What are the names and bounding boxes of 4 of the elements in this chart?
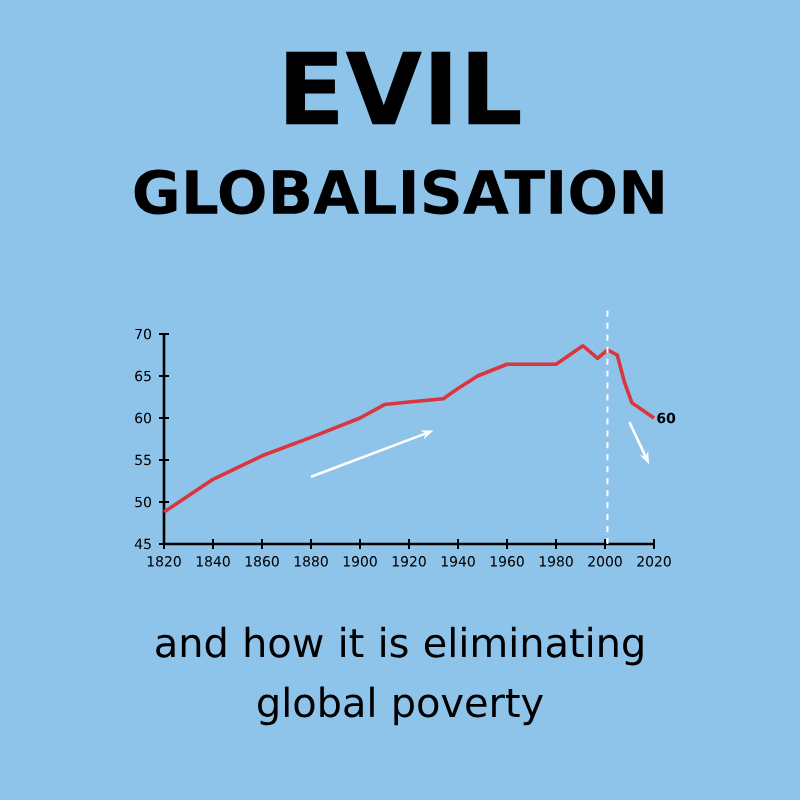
text: and how it is eliminating global poverty [156,626,643,726]
line-series [162,343,656,514]
chart-subtitle: GLOBALISATION [134,169,663,215]
chart-title: EVIL [286,51,521,125]
